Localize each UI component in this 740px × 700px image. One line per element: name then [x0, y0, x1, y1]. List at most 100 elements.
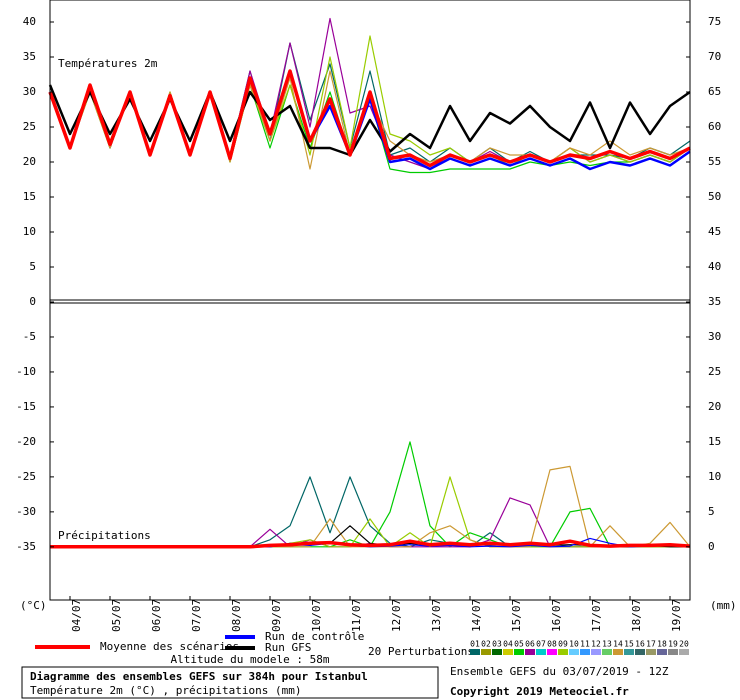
x-tick-label: 18/07 [630, 599, 643, 632]
ensemble-legend-label: 20 Perturbations [368, 645, 474, 658]
ensemble-member-label: 01 [470, 640, 480, 649]
ensemble-member-label: 14 [613, 640, 623, 649]
ensemble-member-label: 05 [514, 640, 524, 649]
y-tick-label: 5 [29, 260, 36, 273]
x-tick-label: 11/07 [350, 599, 363, 632]
y-tick-label: 20 [23, 155, 36, 168]
x-tick-label: 15/07 [510, 599, 523, 632]
ensemble-member-swatch [602, 649, 612, 655]
y-tick-label: -15 [16, 400, 36, 413]
ensemble-member-label: 03 [492, 640, 502, 649]
x-tick-label: 10/07 [310, 599, 323, 632]
legend-label: Run GFS [265, 641, 311, 654]
altitude: Altitude du modele : 58m [171, 653, 330, 666]
ensemble-member-label: 15 [624, 640, 634, 649]
y2-tick-label: 30 [708, 330, 721, 343]
ensemble-member-swatch [514, 649, 524, 655]
y2-tick-label: 35 [708, 295, 721, 308]
y2-tick-label: 25 [708, 365, 721, 378]
ensemble-member-label: 02 [481, 640, 491, 649]
y-tick-label: -35 [16, 540, 36, 553]
ensemble-member-label: 10 [569, 640, 579, 649]
ensemble-member-label: 06 [525, 640, 535, 649]
ensemble-member-swatch [525, 649, 535, 655]
x-tick-label: 06/07 [150, 599, 163, 632]
y2-tick-label: 10 [708, 470, 721, 483]
ensemble-member-label: 12 [591, 640, 601, 649]
legend-label: Run de contrôle [265, 630, 364, 643]
panel-title: Températures 2m [58, 57, 158, 70]
plot-area [48, 17, 691, 549]
ensemble-member-label: 08 [547, 640, 557, 649]
ensemble-member-swatch [492, 649, 502, 655]
ensemble-member-label: 20 [679, 640, 689, 649]
ensemble-member-swatch [624, 649, 634, 655]
y-tick-label: 40 [23, 15, 36, 28]
y-tick-label: -25 [16, 470, 36, 483]
ensemble-member-swatch [635, 649, 645, 655]
caption-box [21, 666, 439, 699]
panel-title: Précipitations [58, 529, 151, 542]
ensemble-member-swatch [503, 649, 513, 655]
ensemble-member-swatch [569, 649, 579, 655]
ensemble-member-swatch [613, 649, 623, 655]
ensemble-member-label: 17 [646, 640, 656, 649]
x-tick-label: 16/07 [550, 599, 563, 632]
x-tick-label: 12/07 [390, 599, 403, 632]
y-tick-label: -5 [23, 330, 36, 343]
y-tick-label: 25 [23, 120, 36, 133]
y2-tick-label: 65 [708, 85, 721, 98]
x-tick-label: 14/07 [470, 599, 483, 632]
ensemble-member-swatch [580, 649, 590, 655]
ensemble-member-label: 07 [536, 640, 546, 649]
ensemble-member-swatch [481, 649, 491, 655]
ensemble-member-label: 13 [602, 640, 612, 649]
ensemble-member-label: 04 [503, 640, 513, 649]
ensemble-member-label: 16 [635, 640, 645, 649]
y-tick-label: 30 [23, 85, 36, 98]
y2-tick-label: 20 [708, 400, 721, 413]
y-tick-label: 10 [23, 225, 36, 238]
caption-subtitle: Température 2m (°C) , précipitations (mm… [30, 684, 302, 697]
y2-tick-label: 15 [708, 435, 721, 448]
y-tick-label: 0 [29, 295, 36, 308]
ensemble-member-swatch [547, 649, 557, 655]
run-info: Ensemble GEFS du 03/07/2019 - 12Z [450, 665, 669, 678]
ensemble-member-swatch [591, 649, 601, 655]
y2-tick-label: 75 [708, 15, 721, 28]
y-tick-label: 35 [23, 50, 36, 63]
ensemble-member-swatch [668, 649, 678, 655]
x-tick-label: 05/07 [110, 599, 123, 632]
caption-title: Diagramme des ensembles GEFS sur 384h po… [30, 670, 368, 683]
ensemble-member-label: 09 [558, 640, 568, 649]
x-tick-label: 04/07 [70, 599, 83, 632]
x-tick-label: 07/07 [190, 599, 203, 632]
x-tick-label: 13/07 [430, 599, 443, 632]
series-line [48, 84, 691, 157]
y-axis-label: (°C) [20, 599, 47, 612]
ensemble-member-label: 19 [668, 640, 678, 649]
ensemble-member-swatch [470, 649, 480, 655]
series-line [48, 69, 691, 168]
ensemble-member-label: 11 [580, 640, 590, 649]
ensemble-member-swatch [646, 649, 656, 655]
y-tick-label: -30 [16, 505, 36, 518]
y2-tick-label: 0 [708, 540, 715, 553]
ensemble-member-swatch [536, 649, 546, 655]
y2-tick-label: 50 [708, 190, 721, 203]
x-tick-label: 09/07 [270, 599, 283, 632]
x-tick-label: 17/07 [590, 599, 603, 632]
y2-tick-label: 55 [708, 155, 721, 168]
y2-tick-label: 40 [708, 260, 721, 273]
y-tick-label: -10 [16, 365, 36, 378]
copyright: Copyright 2019 Meteociel.fr [450, 685, 629, 698]
ensemble-member-swatch [657, 649, 667, 655]
ensemble-member-label: 18 [657, 640, 667, 649]
y-tick-label: -20 [16, 435, 36, 448]
y2-tick-label: 45 [708, 225, 721, 238]
y2-axis-label: (mm) [710, 599, 737, 612]
y-tick-label: 15 [23, 190, 36, 203]
legend-label: Moyenne des scénarios [100, 640, 239, 653]
y2-tick-label: 60 [708, 120, 721, 133]
